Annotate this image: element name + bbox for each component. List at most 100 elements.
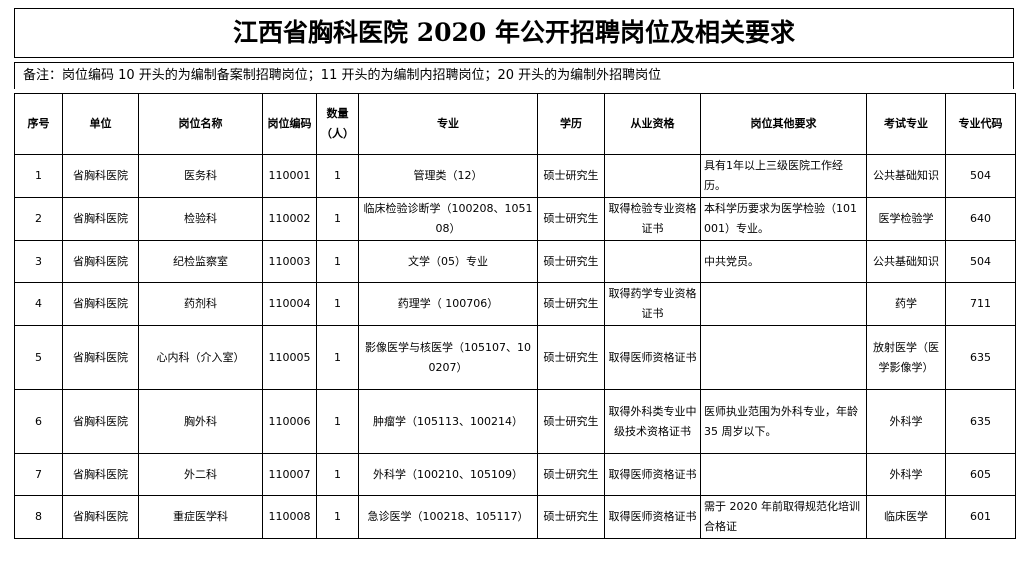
table-cell: 取得外科类专业中级技术资格证书 [604, 389, 701, 454]
table-cell: 省胸科医院 [62, 240, 139, 283]
table-row: 5 省胸科医院 心内科（介入室） 110005 1 影像医学与核医学（105107、100… [14, 325, 1016, 390]
table-cell: 医师执业范围为外科专业，年龄 35 周岁以下。 [700, 389, 867, 454]
column-header: 单位 [62, 93, 139, 155]
table-cell: 省胸科医院 [62, 325, 139, 390]
column-header: 考试专业 [866, 93, 946, 155]
table-cell: 重症医学科 [138, 495, 263, 539]
table-cell: 药学 [866, 282, 946, 326]
table-cell: 8 [14, 495, 63, 539]
table-cell: 7 [14, 453, 63, 496]
table-cell: 省胸科医院 [62, 197, 139, 241]
table-cell: 影像医学与核医学（105107、100207） [358, 325, 538, 390]
table-cell: 1 [316, 453, 359, 496]
table-cell: 外二科 [138, 453, 263, 496]
table-cell: 医务科 [138, 154, 263, 198]
table-cell: 硕士研究生 [537, 495, 605, 539]
table-cell: 110003 [262, 240, 317, 283]
table-cell: 110006 [262, 389, 317, 454]
table-cell: 5 [14, 325, 63, 390]
table-cell: 放射医学（医学影像学） [866, 325, 946, 390]
note: 备注：岗位编码 10 开头的为编制备案制招聘岗位；11 开头的为编制内招聘岗位；… [14, 62, 1014, 89]
table-cell: 1 [14, 154, 63, 198]
table-row: 4 省胸科医院 药剂科 110004 1 药理学（ 100706） 硕士研究生 取得药学专业资… [14, 282, 1016, 326]
table-cell: 胸外科 [138, 389, 263, 454]
table-cell: 临床检验诊断学（100208、105108） [358, 197, 538, 241]
table-cell: 硕士研究生 [537, 282, 605, 326]
table-cell: 本科学历要求为医学检验（101001）专业。 [700, 197, 867, 241]
table-cell: 取得医师资格证书 [604, 325, 701, 390]
table-cell: 110004 [262, 282, 317, 326]
table-cell: 取得医师资格证书 [604, 495, 701, 539]
table-cell: 1 [316, 282, 359, 326]
table-row: 2 省胸科医院 检验科 110002 1 临床检验诊断学（100208、105108） 硕士… [14, 197, 1016, 241]
table-cell: 3 [14, 240, 63, 283]
column-header: 岗位编码 [262, 93, 317, 155]
column-header: 岗位名称 [138, 93, 263, 155]
table-cell: 取得医师资格证书 [604, 453, 701, 496]
table-cell: 省胸科医院 [62, 282, 139, 326]
column-header: 学历 [537, 93, 605, 155]
table-cell: 1 [316, 197, 359, 241]
table-cell: 取得检验专业资格证书 [604, 197, 701, 241]
table-cell: 外科学（100210、105109） [358, 453, 538, 496]
column-header: 专业 [358, 93, 538, 155]
table-cell: 省胸科医院 [62, 154, 139, 198]
table-cell: 省胸科医院 [62, 389, 139, 454]
title: 江西省胸科医院 2020 年公开招聘岗位及相关要求 [14, 8, 1014, 58]
table-cell: 504 [945, 154, 1016, 198]
table-cell: 1 [316, 240, 359, 283]
table-cell: 1 [316, 389, 359, 454]
table-cell: 药剂科 [138, 282, 263, 326]
column-header: 专业代码 [945, 93, 1016, 155]
table-cell: 外科学 [866, 389, 946, 454]
column-header: 序号 [14, 93, 63, 155]
table-cell: 硕士研究生 [537, 154, 605, 198]
table-cell: 硕士研究生 [537, 389, 605, 454]
table-row: 7 省胸科医院 外二科 110007 1 外科学（100210、105109） 硕士研究生取… [14, 453, 1016, 496]
table-cell: 省胸科医院 [62, 453, 139, 496]
table-row: 3 省胸科医院 纪检监察室 110003 1 文学（05）专业 硕士研究生 中共党员。 公共基础… [14, 240, 1016, 283]
table-cell: 药理学（ 100706） [358, 282, 538, 326]
table-cell: 肿瘤学（105113、100214） [358, 389, 538, 454]
table-cell: 635 [945, 389, 1016, 454]
table-cell: 管理类（12） [358, 154, 538, 198]
table-cell [700, 453, 867, 496]
table-body: 1 省胸科医院 医务科 110001 1 管理类（12） 硕士研究生 具有1年以上三级医院工作… [14, 154, 1016, 539]
table-cell: 检验科 [138, 197, 263, 241]
table-cell [604, 240, 701, 283]
table-cell: 605 [945, 453, 1016, 496]
table-cell: 640 [945, 197, 1016, 241]
table-cell: 取得药学专业资格证书 [604, 282, 701, 326]
table-cell: 504 [945, 240, 1016, 283]
job-table: 序号 单位 岗位名称 岗位编码 数量（人） 专业 学历 从业资格 岗位其他要求 考试专业 专业代码 … [14, 93, 1016, 539]
table-cell: 1 [316, 325, 359, 390]
table-cell: 具有1年以上三级医院工作经历。 [700, 154, 867, 198]
table-cell: 711 [945, 282, 1016, 326]
table-cell: 硕士研究生 [537, 197, 605, 241]
table-cell [700, 325, 867, 390]
header-row: 序号 单位 岗位名称 岗位编码 数量（人） 专业 学历 从业资格 岗位其他要求 考试专业 专业代码 [14, 93, 1016, 155]
column-header: 岗位其他要求 [700, 93, 867, 155]
table-cell: 6 [14, 389, 63, 454]
table-cell: 4 [14, 282, 63, 326]
table-cell: 110001 [262, 154, 317, 198]
table-cell: 1 [316, 154, 359, 198]
column-header: 数量（人） [316, 93, 359, 155]
column-header: 从业资格 [604, 93, 701, 155]
table-cell: 省胸科医院 [62, 495, 139, 539]
table-cell: 2 [14, 197, 63, 241]
table-cell: 外科学 [866, 453, 946, 496]
table-row: 6 省胸科医院 胸外科 110006 1 肿瘤学（105113、100214） 硕士研究生取… [14, 389, 1016, 454]
table-row: 8 省胸科医院 重症医学科 110008 1 急诊医学（100218、105117） 硕士研… [14, 495, 1016, 539]
table-cell [700, 282, 867, 326]
table-row: 1 省胸科医院 医务科 110001 1 管理类（12） 硕士研究生 具有1年以上三级医院工作… [14, 154, 1016, 198]
table-cell: 纪检监察室 [138, 240, 263, 283]
table-cell: 需于 2020 年前取得规范化培训合格证 [700, 495, 867, 539]
table-cell: 文学（05）专业 [358, 240, 538, 283]
table-cell: 中共党员。 [700, 240, 867, 283]
table-cell: 公共基础知识 [866, 240, 946, 283]
table-cell [604, 154, 701, 198]
table-cell: 心内科（介入室） [138, 325, 263, 390]
table-cell: 1 [316, 495, 359, 539]
